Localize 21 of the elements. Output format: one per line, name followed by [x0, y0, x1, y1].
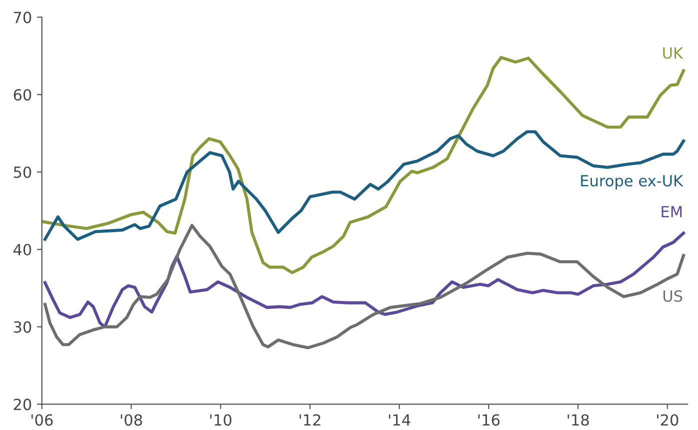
x-tick-label: '18: [568, 414, 589, 426]
x-tick-label: '12: [300, 414, 320, 426]
line-series: [43, 232, 686, 328]
y-tick-label: 30: [14, 321, 32, 333]
y-tick-label: 40: [13, 244, 32, 256]
x-tick-label: '14: [388, 414, 410, 426]
x-tick-label: '20: [657, 414, 678, 426]
y-tick-label: 20: [14, 398, 32, 410]
x-tick-label: '10: [210, 414, 232, 426]
y-tick-label: 50: [14, 166, 32, 178]
line-series: [43, 130, 686, 241]
x-tick-label: '08: [120, 414, 142, 426]
series-label: UK: [663, 47, 684, 59]
series-label: US: [664, 290, 682, 302]
series-label: EM: [662, 206, 682, 218]
line-series: [43, 224, 686, 350]
y-tick-label: 60: [14, 89, 32, 101]
x-tick-label: '06: [32, 414, 53, 426]
x-tick-label: '16: [478, 414, 500, 426]
y-tick-label: 70: [14, 12, 32, 24]
series-label: Europe ex-UK: [581, 175, 684, 190]
